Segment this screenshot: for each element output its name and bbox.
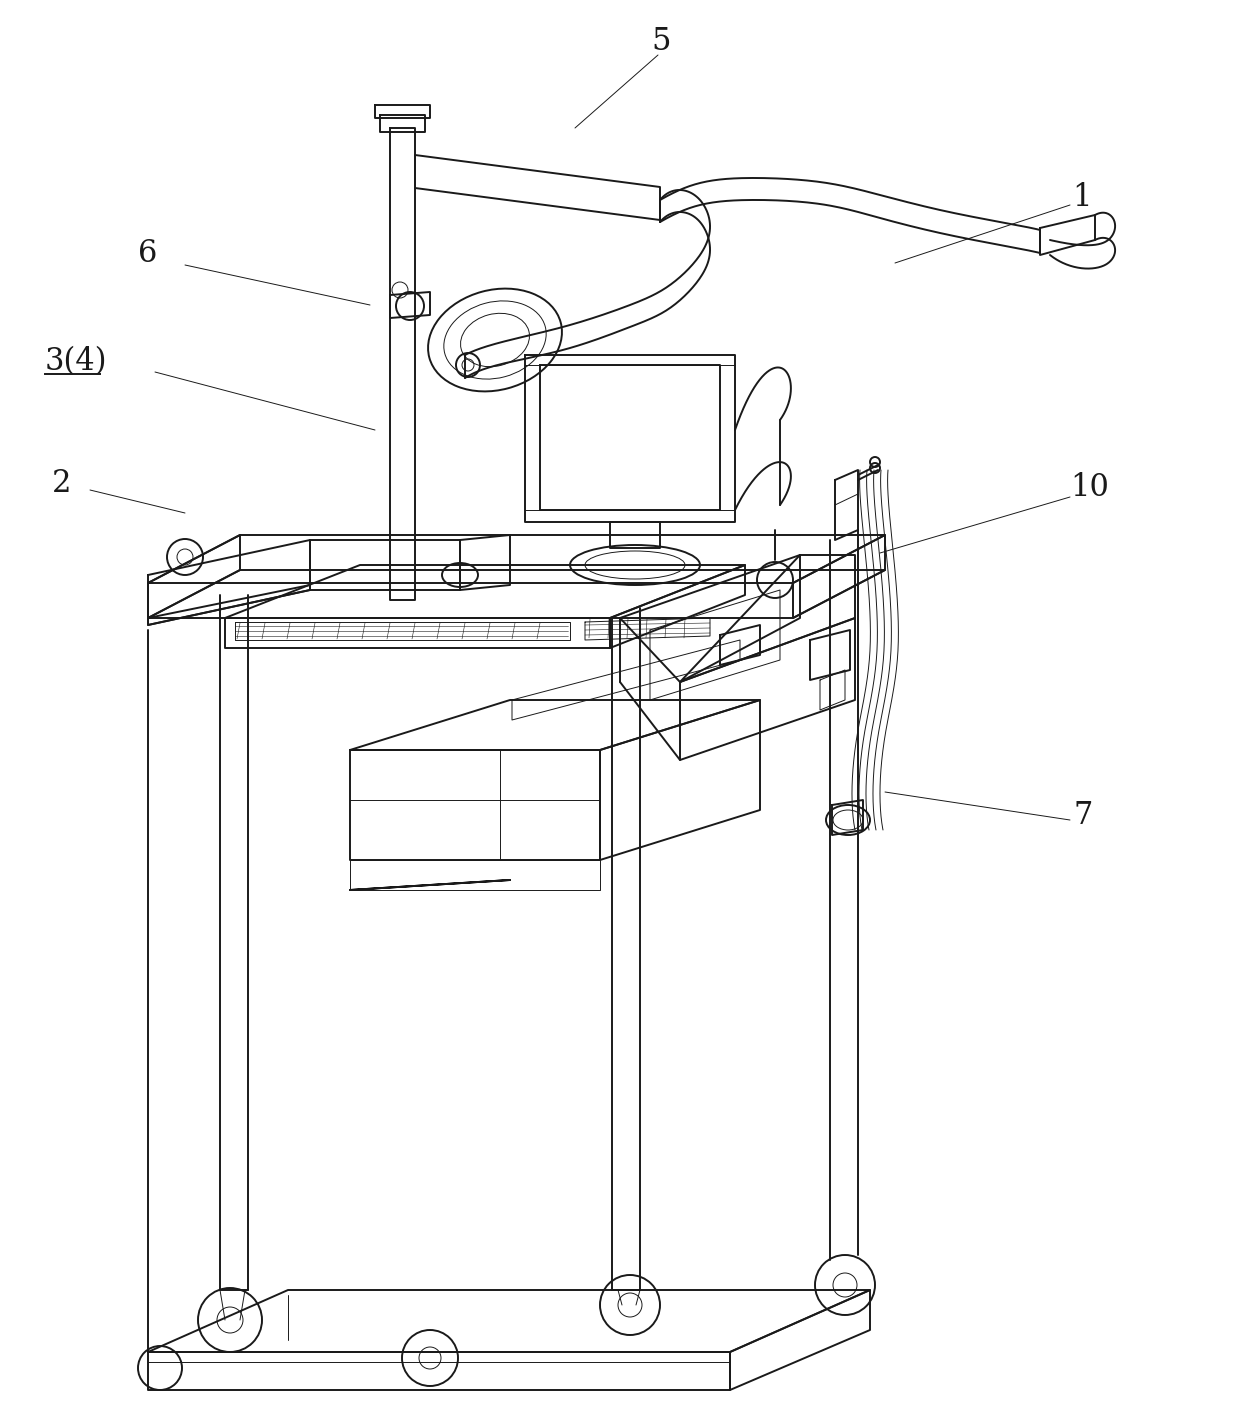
Text: 1: 1 <box>1073 183 1091 214</box>
Text: 3(4): 3(4) <box>45 347 108 378</box>
Text: 2: 2 <box>52 468 72 499</box>
Text: 6: 6 <box>139 237 157 268</box>
Text: 7: 7 <box>1074 801 1092 832</box>
Text: 10: 10 <box>1070 472 1110 504</box>
Text: 5: 5 <box>651 27 671 57</box>
